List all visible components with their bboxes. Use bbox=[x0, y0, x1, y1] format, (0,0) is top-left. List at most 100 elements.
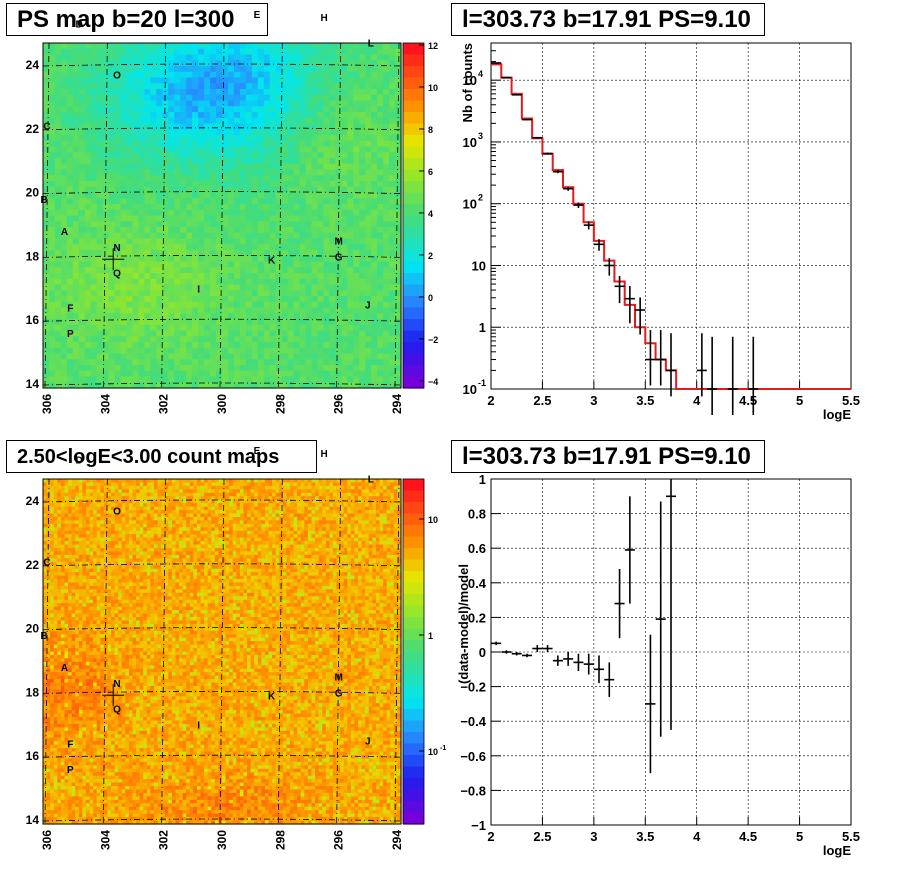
residual-point bbox=[552, 655, 563, 666]
x-tick-label: 306 bbox=[40, 830, 54, 850]
residual-point bbox=[573, 653, 584, 672]
y-tick-label: 1 bbox=[479, 472, 486, 487]
residual-point bbox=[583, 653, 594, 675]
colorbar-3 bbox=[403, 479, 424, 825]
x-tick-label: 3 bbox=[590, 393, 597, 408]
heatmap-3 bbox=[43, 479, 402, 825]
source-marker-I: I bbox=[197, 720, 200, 731]
colorbar-tick-label: 0 bbox=[428, 293, 433, 303]
data-point bbox=[614, 276, 625, 304]
x-tick-label: 5 bbox=[796, 829, 803, 844]
y-tick-label: 24 bbox=[26, 58, 40, 72]
x-tick-label: 302 bbox=[157, 394, 171, 414]
x-tick-label: 296 bbox=[332, 830, 346, 850]
residual-point bbox=[522, 653, 532, 658]
data-point bbox=[532, 136, 543, 139]
y-tick-label: 24 bbox=[26, 494, 40, 508]
x-axis-label: logE bbox=[823, 843, 851, 858]
source-marker-G: G bbox=[335, 252, 343, 263]
data-point bbox=[522, 118, 532, 121]
residual-point bbox=[563, 652, 574, 666]
count-map-title: 2.50<logE<3.00 count maps bbox=[6, 440, 317, 473]
source-marker-H: H bbox=[320, 13, 327, 24]
y-tick-label: 22 bbox=[26, 558, 40, 572]
y-tick-label: 0.2 bbox=[468, 610, 486, 625]
y-tick-label: −0.4 bbox=[460, 714, 486, 729]
source-marker-F: F bbox=[67, 739, 73, 750]
residual-point bbox=[532, 645, 543, 652]
source-marker-N: N bbox=[113, 243, 120, 254]
data-point bbox=[635, 297, 646, 335]
residual-point bbox=[645, 634, 656, 774]
data-point bbox=[552, 170, 563, 174]
source-marker-O: O bbox=[113, 71, 121, 82]
y-tick-label: 10 bbox=[463, 135, 477, 150]
x-tick-label: 300 bbox=[215, 830, 229, 850]
source-marker-P: P bbox=[67, 329, 74, 340]
x-tick-label: 300 bbox=[215, 394, 229, 414]
data-point bbox=[501, 76, 512, 79]
data-point bbox=[707, 336, 718, 415]
colorbar-tick-label: 10 bbox=[428, 83, 438, 93]
x-tick-label: 4.5 bbox=[739, 829, 757, 844]
source-marker-F: F bbox=[67, 303, 73, 314]
colorbar-tick-label: 10 bbox=[428, 747, 438, 757]
x-tick-label: 4 bbox=[693, 393, 701, 408]
residual-point bbox=[491, 641, 502, 646]
spectrum-grid bbox=[491, 43, 851, 389]
data-point bbox=[645, 330, 656, 386]
x-tick-label: 304 bbox=[98, 394, 112, 414]
y-tick-label: 16 bbox=[26, 749, 40, 763]
source-marker-O: O bbox=[113, 507, 121, 518]
source-marker-H: H bbox=[320, 449, 327, 460]
data-point bbox=[594, 239, 604, 251]
data-point bbox=[563, 186, 574, 191]
x-tick-label: 294 bbox=[390, 830, 404, 850]
colorbar-tick-label: 4 bbox=[428, 209, 433, 219]
heatmap-grid-1 bbox=[42, 42, 402, 389]
source-marker-K: K bbox=[268, 256, 276, 267]
x-tick-label: 3 bbox=[590, 829, 597, 844]
residual-point bbox=[511, 652, 522, 656]
x-tick-label: 296 bbox=[332, 394, 346, 414]
source-marker-P: P bbox=[67, 765, 74, 776]
source-marker-L: L bbox=[368, 475, 374, 486]
y-tick-label: 0.4 bbox=[468, 576, 487, 591]
y-tick-label: −0.8 bbox=[460, 783, 486, 798]
data-point bbox=[583, 221, 594, 230]
y-tick-label: 1 bbox=[479, 320, 486, 335]
x-tick-label: 5 bbox=[796, 393, 803, 408]
y-tick-label: 20 bbox=[26, 622, 40, 636]
source-marker-M: M bbox=[334, 236, 342, 247]
colorbar-tick-label: 12 bbox=[428, 41, 438, 51]
source-marker-D: D bbox=[75, 20, 82, 31]
colorbar-tick-label: 10 bbox=[428, 515, 438, 525]
residual-point bbox=[542, 645, 553, 652]
source-marker-Q: Q bbox=[113, 268, 121, 279]
x-axis-label: logE bbox=[823, 407, 851, 422]
data-point bbox=[748, 336, 759, 415]
y-tick-label: −0.6 bbox=[460, 749, 486, 764]
x-tick-label: 4 bbox=[693, 829, 701, 844]
residual-point bbox=[594, 655, 604, 684]
x-tick-label: 2 bbox=[487, 393, 494, 408]
data-point bbox=[655, 330, 666, 386]
x-tick-label: 298 bbox=[273, 394, 287, 414]
y-tick-exponent: 4 bbox=[478, 69, 483, 79]
colorbar-tick-label: 2 bbox=[428, 251, 433, 261]
colorbar-tick-label: −4 bbox=[428, 377, 438, 387]
colorbar-tick-label: 6 bbox=[428, 167, 433, 177]
colorbar-frame-3 bbox=[402, 478, 425, 825]
y-tick-exponent: -1 bbox=[478, 378, 486, 388]
y-tick-label: 10 bbox=[463, 382, 477, 397]
y-tick-label: 0.6 bbox=[468, 541, 486, 556]
y-tick-label: 0 bbox=[479, 645, 486, 660]
colorbar-tick-label: 1 bbox=[428, 631, 433, 641]
colorbar-tick-label: 8 bbox=[428, 125, 433, 135]
y-tick-label: 10 bbox=[463, 73, 477, 88]
data-point bbox=[542, 152, 553, 155]
source-marker-A: A bbox=[61, 227, 68, 238]
x-tick-label: 2.5 bbox=[533, 829, 551, 844]
source-marker-L: L bbox=[368, 39, 374, 50]
x-tick-label: 2 bbox=[487, 829, 494, 844]
